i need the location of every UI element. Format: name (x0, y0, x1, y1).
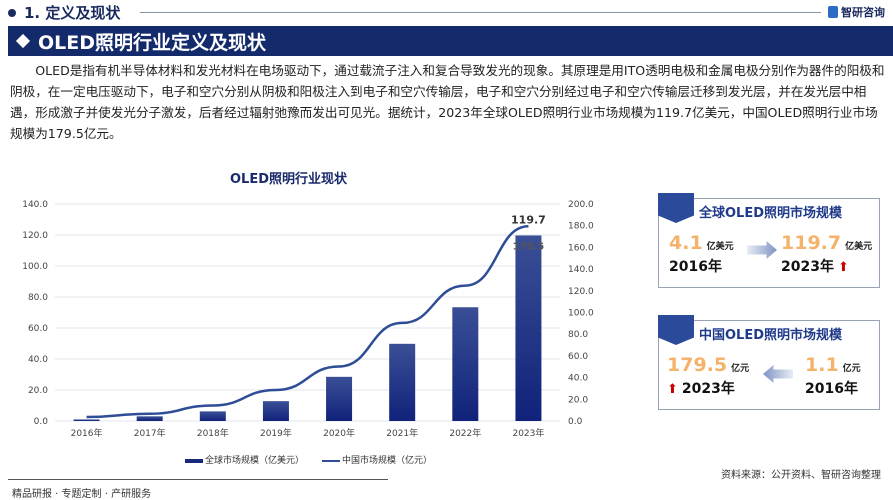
brand-name: 智研咨询 (841, 6, 885, 19)
right-tick-label: 0.0 (568, 417, 583, 427)
from-unit: 亿美元 (706, 242, 734, 252)
from-value: 4.1 (669, 232, 703, 254)
from-year: 2016年 (669, 259, 722, 275)
global-market-card: 全球OLED照明市场规模 4.1 亿美元 2016年 119.7 亿美元 2023年… (658, 193, 880, 288)
bar-2020年 (326, 376, 353, 421)
left-tick-label: 60.0 (28, 324, 48, 334)
legend-item-global: 全球市场规模（亿美元） (185, 453, 304, 466)
from-unit: 亿元 (842, 364, 861, 374)
x-tick-label: 2019年 (260, 427, 292, 439)
left-tick-label: 40.0 (28, 355, 48, 365)
globe-chart-icon (658, 193, 694, 223)
from-block: 4.1 亿美元 2016年 (669, 231, 734, 277)
left-tick-label: 20.0 (28, 386, 48, 396)
bar-data-label: 119.7 (511, 213, 546, 226)
arrow-up-icon: ⬆ (837, 260, 849, 275)
x-tick-label: 2016年 (71, 427, 103, 439)
legend-label: 中国市场规模（亿元） (342, 456, 433, 466)
right-tick-label: 20.0 (568, 395, 588, 405)
bar-2022年 (452, 307, 479, 421)
section-heading: 1. 定义及现状 (8, 2, 120, 23)
title-banner: OLED照明行业定义及现状 (8, 26, 893, 56)
to-value: 179.5 (667, 354, 728, 376)
card-title: 全球OLED照明市场规模 (699, 206, 843, 221)
from-value: 1.1 (805, 354, 839, 376)
card-title: 中国OLED照明市场规模 (699, 328, 843, 343)
bar-2017年 (136, 416, 163, 421)
right-tick-label: 180.0 (568, 222, 594, 232)
left-tick-label: 100.0 (22, 262, 48, 272)
right-tick-label: 80.0 (568, 330, 588, 340)
legend-item-china: 中国市场规模（亿元） (322, 453, 432, 466)
source-note: 资料来源：公开资料、智研咨询整理 (721, 470, 881, 481)
left-tick-label: 80.0 (28, 293, 48, 303)
arrow-up-icon: ⬆ (667, 382, 678, 397)
legend-line-swatch (322, 459, 341, 462)
bar-2023年 (515, 235, 542, 421)
x-tick-label: 2018年 (197, 427, 229, 439)
to-year: 2023年 (781, 259, 834, 275)
bullet-icon (8, 8, 16, 17)
legend-bar-swatch (185, 458, 203, 463)
diamond-icon (15, 33, 31, 49)
footer-divider (8, 479, 388, 480)
logo-icon (828, 6, 838, 18)
x-tick-label: 2020年 (323, 427, 355, 439)
to-unit: 亿元 (731, 364, 750, 374)
bar-2019年 (262, 401, 289, 421)
from-year: 2016年 (805, 381, 858, 397)
divider (140, 12, 821, 13)
line-data-label: 179.5 (513, 241, 545, 252)
to-year: 2023年 (681, 381, 735, 397)
to-block: 119.7 亿美元 2023年 ⬆ (781, 231, 872, 277)
bar-line-chart: 0.0 20.0 40.0 60.0 80.0 100.0 120.0 140.0 0.0 20.… (22, 200, 594, 439)
right-tick-label: 200.0 (568, 200, 594, 210)
bar-2021年 (389, 343, 416, 421)
brand-logo: 智研咨询 (828, 4, 885, 20)
legend-label: 全球市场规模（亿美元） (205, 456, 305, 466)
to-value: 119.7 (781, 232, 842, 254)
right-tick-label: 120.0 (568, 287, 594, 297)
chart-legend: 全球市场规模（亿美元） 中国市场规模（亿元） (185, 453, 432, 466)
left-tick-label: 0.0 (34, 417, 49, 427)
left-tick-label: 120.0 (22, 231, 48, 241)
x-tick-label: 2023年 (512, 427, 544, 439)
chart-title: OLED照明行业现状 (230, 172, 348, 187)
right-tick-label: 40.0 (568, 374, 588, 384)
growth-chart-icon (658, 315, 694, 345)
page-title: OLED照明行业定义及现状 (38, 31, 267, 54)
right-tick-label: 100.0 (568, 309, 594, 319)
china-market-card: 中国OLED照明市场规模 179.5 亿元 ⬆ 2023年 1.1 亿元 2016年 (658, 315, 880, 410)
to-unit: 亿美元 (845, 242, 873, 252)
to-block: 179.5 亿元 ⬆ 2023年 (667, 353, 749, 399)
from-block: 1.1 亿元 2016年 (805, 353, 861, 399)
arrow-left-icon (763, 365, 793, 383)
description-paragraph: OLED是指有机半导体材料和发光材料在电场驱动下，通过载流子注入和复合导致发光的… (10, 63, 885, 141)
footer-slogan: 精品研报 · 专题定制 · 产研服务 (12, 489, 152, 500)
right-tick-label: 160.0 (568, 243, 594, 253)
right-tick-label: 140.0 (568, 265, 594, 275)
section-title: 1. 定义及现状 (24, 4, 121, 22)
right-tick-label: 60.0 (568, 352, 588, 362)
x-tick-label: 2021年 (386, 427, 418, 439)
arrow-right-icon (747, 241, 777, 259)
x-tick-label: 2022年 (449, 427, 481, 439)
bar-2018年 (199, 411, 226, 421)
x-tick-label: 2017年 (134, 427, 166, 439)
bar-2016年 (73, 419, 100, 421)
left-tick-label: 140.0 (22, 200, 48, 210)
